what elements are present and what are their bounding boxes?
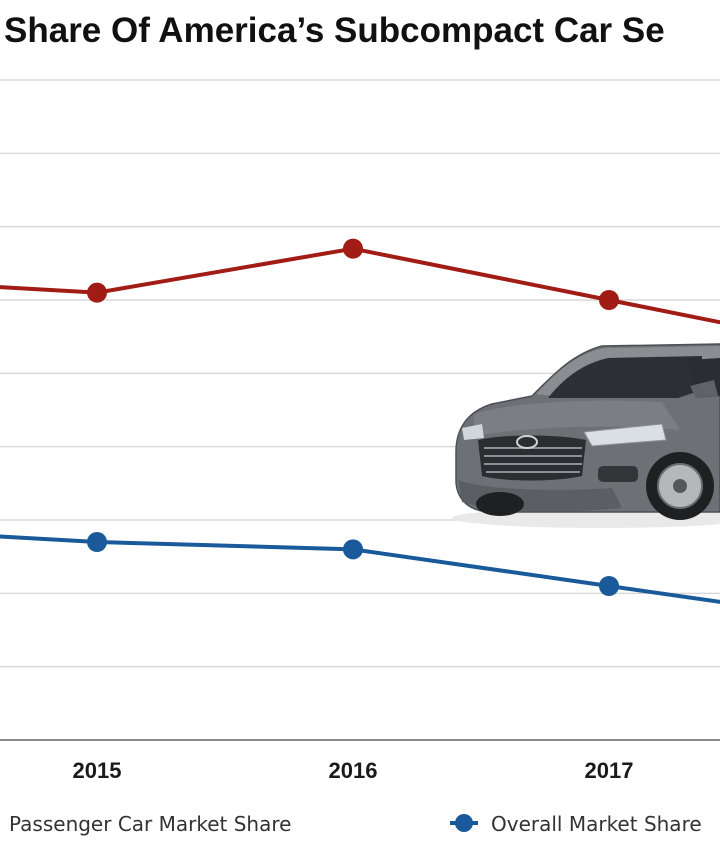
data-point (599, 576, 619, 596)
x-tick-label: 2017 (585, 758, 634, 783)
legend: Passenger Car Market Share Overall Market… (9, 812, 702, 836)
data-point (599, 290, 619, 310)
data-point (87, 532, 107, 552)
legend-label: Passenger Car Market Share (9, 812, 291, 836)
x-tick-label: 2015 (73, 758, 122, 783)
legend-label: Overall Market Share (491, 812, 702, 836)
data-point (87, 282, 107, 303)
chart-title: Share Of America’s Subcompact Car Se (4, 11, 665, 50)
hatchback-car-icon (452, 343, 720, 528)
data-point (343, 238, 363, 259)
x-tick-label: 2016 (329, 758, 378, 783)
data-point (343, 539, 363, 560)
series-line-1 (0, 534, 720, 604)
grid: 2015 2016 2017 (0, 79, 720, 783)
series-layer (0, 238, 720, 604)
